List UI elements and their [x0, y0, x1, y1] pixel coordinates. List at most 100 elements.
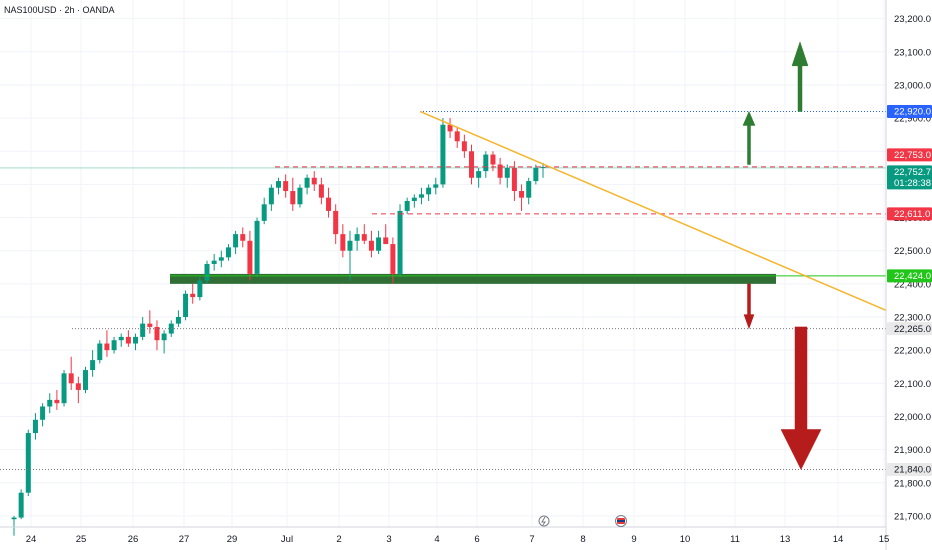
y-tick-label: 21,700.0	[894, 511, 931, 522]
candle-body	[118, 336, 124, 341]
x-tick-label: 25	[76, 534, 87, 545]
candle-down	[190, 283, 196, 304]
candle-up	[197, 277, 203, 301]
price-tag-bg	[887, 207, 932, 221]
candle-body	[211, 260, 217, 264]
candle-body	[383, 237, 389, 245]
candle-up	[261, 197, 267, 225]
candle-down	[454, 128, 460, 148]
candle-up	[411, 194, 417, 208]
candle-down	[154, 320, 160, 351]
candle-body	[411, 197, 417, 201]
candle-body	[433, 184, 439, 188]
candle-body	[461, 141, 467, 152]
x-tick-label: 4	[434, 534, 439, 545]
candle-body	[75, 383, 81, 390]
candle-up	[40, 403, 46, 427]
candle-body	[18, 492, 24, 518]
candle-down	[326, 187, 332, 218]
candle-body	[490, 154, 496, 165]
candle-up	[397, 204, 403, 278]
price-tag-bg	[887, 104, 932, 118]
candle-body	[61, 373, 67, 404]
candle-up	[111, 336, 117, 354]
candle-body	[140, 323, 146, 337]
candle-body	[11, 517, 17, 520]
candle-body	[233, 234, 239, 248]
candle-body	[47, 399, 53, 407]
candle-body	[511, 167, 517, 192]
candle-body	[68, 373, 74, 384]
candle-up	[211, 254, 217, 271]
candle-body	[183, 293, 189, 317]
price-tag-label: 22,920.0	[894, 107, 931, 118]
candle-body	[297, 187, 303, 205]
candle-up	[25, 429, 31, 497]
candle-body	[161, 333, 167, 341]
candle-up	[233, 230, 239, 255]
candle-body	[261, 204, 267, 221]
candle-body	[333, 210, 339, 235]
candle-down	[240, 227, 246, 248]
candle-body	[440, 124, 446, 185]
candle-up	[297, 184, 303, 208]
candle-body	[418, 194, 424, 198]
candle-up	[347, 230, 353, 281]
time-axis[interactable]: 24 25 26 27 29 Jul 2 3 4 6 7 8 9 10 11 13 14 15	[26, 534, 890, 545]
candle-body	[533, 167, 539, 182]
candle-body	[40, 406, 46, 420]
x-tick-label: 14	[833, 534, 844, 545]
candle-body	[454, 131, 460, 142]
x-tick-label: 11	[730, 534, 740, 545]
x-tick-label: 2	[336, 534, 341, 545]
y-tick-label: 22,000.0	[894, 412, 931, 423]
candle-down	[461, 134, 467, 158]
candle-up	[376, 230, 382, 255]
candle-body	[133, 336, 139, 344]
x-tick-label: Jul	[281, 534, 293, 545]
candle-body	[361, 234, 367, 241]
candle-body	[218, 257, 224, 261]
y-tick-label: 23,000.0	[894, 80, 931, 91]
candle-body	[519, 191, 525, 198]
candle-up	[90, 350, 96, 377]
candle-body	[175, 317, 181, 324]
trendline[interactable]	[419, 110, 887, 312]
price-tag-label: 22,752.7	[894, 167, 931, 178]
candle-up	[476, 167, 482, 188]
candle-up	[61, 370, 67, 407]
candle-up	[304, 174, 310, 195]
candle-body	[368, 240, 374, 251]
price-tag-label: 22,611.0	[894, 209, 930, 220]
candle-body	[204, 263, 210, 281]
x-tick-label: 6	[474, 534, 479, 545]
descending-trendline[interactable]	[419, 110, 887, 312]
candle-up	[440, 118, 446, 188]
price-tag-label: 22,424.0	[894, 271, 931, 282]
price-axis[interactable]: 21,700.0 21,800.0 21,900.0 22,000.0 22,100.0…	[894, 14, 931, 522]
candle-body	[376, 237, 382, 251]
candle-down	[469, 144, 475, 185]
candle-up	[218, 250, 224, 268]
candle-body	[526, 181, 532, 198]
y-tick-label: 23,200.0	[894, 14, 931, 25]
y-tick-label: 21,800.0	[894, 478, 931, 489]
candle-body	[190, 293, 196, 298]
price-tags: 22,920.0 22,753.0 22,752.701:28:38 22,611.0…	[887, 104, 932, 476]
candle-down	[368, 230, 374, 258]
price-tag: 22,753.0	[887, 148, 932, 162]
candle-body	[125, 336, 131, 344]
candle-up	[418, 187, 424, 205]
candle-up	[32, 413, 38, 440]
price-tag: 22,920.0	[887, 104, 932, 118]
candle-down	[104, 330, 110, 357]
flag-event-icon[interactable]	[615, 515, 627, 527]
candle-body	[447, 124, 453, 132]
support-zone	[170, 273, 776, 284]
flash-event-icon[interactable]	[538, 515, 550, 527]
candle-up	[426, 184, 432, 201]
candle-body	[404, 200, 410, 211]
candle-down	[290, 177, 296, 211]
candle-up	[225, 244, 231, 261]
